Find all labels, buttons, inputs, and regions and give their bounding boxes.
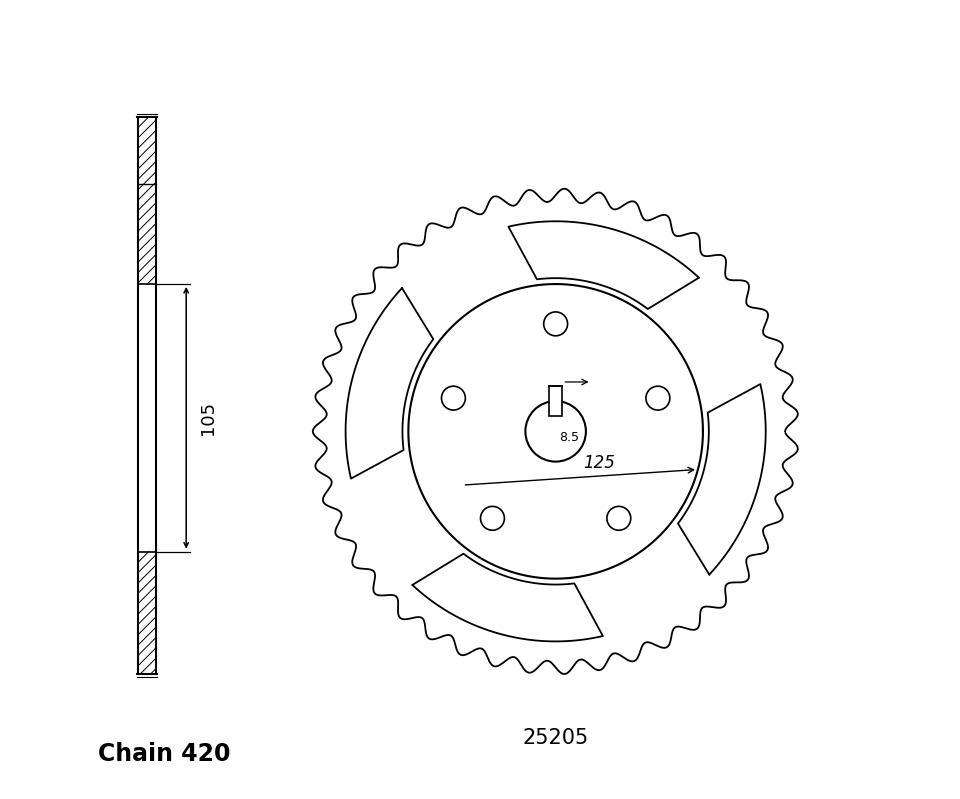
Polygon shape [413, 554, 603, 642]
Circle shape [525, 401, 586, 462]
Text: 105: 105 [200, 401, 218, 435]
Circle shape [607, 507, 631, 531]
Bar [549, 386, 563, 416]
Circle shape [543, 312, 567, 336]
Polygon shape [509, 221, 699, 309]
Text: 8.5: 8.5 [559, 431, 579, 443]
Text: 125: 125 [584, 454, 615, 472]
Circle shape [646, 386, 670, 410]
Polygon shape [346, 288, 433, 479]
Text: 25205: 25205 [522, 728, 588, 748]
Polygon shape [678, 384, 766, 574]
Circle shape [481, 507, 504, 531]
Circle shape [442, 386, 466, 410]
Text: Chain 420: Chain 420 [98, 741, 230, 765]
